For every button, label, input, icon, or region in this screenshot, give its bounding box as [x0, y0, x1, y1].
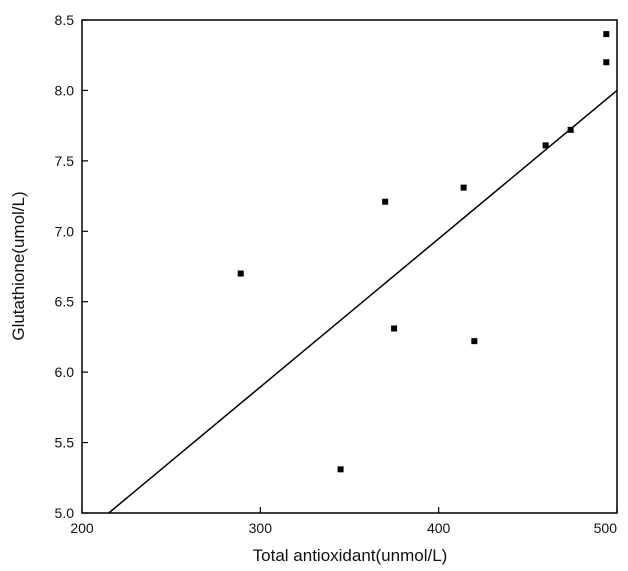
data-point — [567, 126, 574, 133]
data-point — [603, 31, 610, 38]
y-tick-label: 7.0 — [55, 223, 75, 239]
y-tick-label: 5.5 — [55, 435, 75, 451]
data-point — [603, 59, 610, 66]
y-tick-label: 5.0 — [55, 505, 75, 521]
y-tick-label: 8.5 — [55, 12, 75, 28]
data-point — [460, 184, 467, 191]
data-point — [337, 466, 344, 473]
plot-frame — [81, 19, 618, 514]
data-point — [382, 198, 389, 205]
y-tick-label: 7.5 — [55, 153, 75, 169]
x-tick-label: 500 — [594, 520, 618, 536]
x-axis-ticks: 200 300 400 500 — [70, 507, 618, 536]
regression-line — [108, 89, 618, 514]
data-point — [542, 142, 549, 149]
y-tick-label: 6.5 — [55, 294, 75, 310]
data-point — [471, 338, 478, 345]
data-point — [391, 325, 398, 332]
x-tick-label: 200 — [70, 520, 94, 536]
y-tick-label: 8.0 — [55, 82, 75, 98]
y-tick-label: 6.0 — [55, 364, 75, 380]
x-tick-label: 300 — [249, 520, 273, 536]
x-axis-label: Total antioxidant(unmol/L) — [253, 546, 448, 565]
y-axis-ticks: 5.0 5.5 6.0 6.5 7.0 7.5 8.0 8.5 — [55, 12, 88, 521]
data-points — [237, 31, 610, 473]
x-tick-label: 400 — [427, 520, 451, 536]
y-axis-label: Glutathione(umol/L) — [9, 191, 28, 340]
data-point — [237, 270, 244, 277]
